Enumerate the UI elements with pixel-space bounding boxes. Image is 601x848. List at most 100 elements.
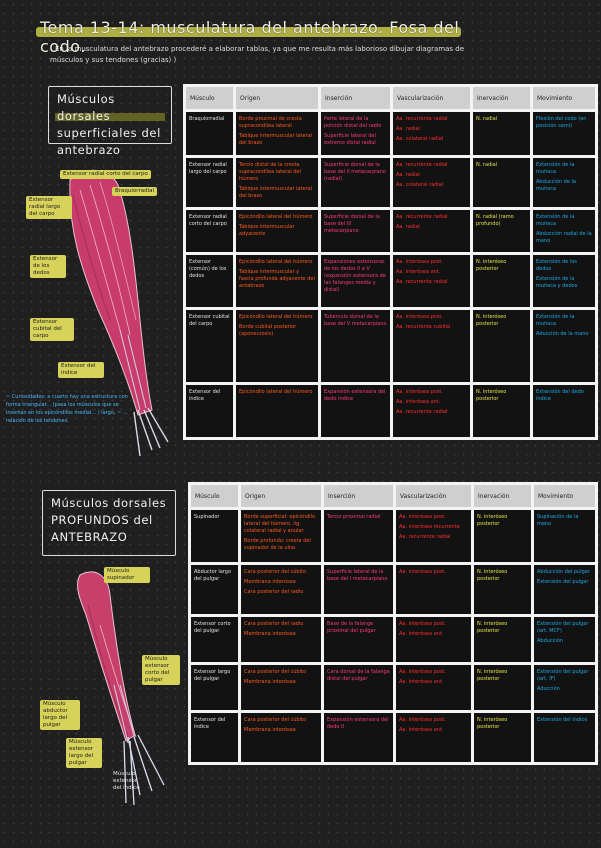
cell-line: Aa. colateral radial	[396, 136, 444, 142]
label-braquiorradial: Braquiorradial	[112, 187, 157, 196]
cell-line: Cara posterior del cúbito	[244, 569, 307, 575]
cell-line: Tubérculo dorsal de la base del V metaca…	[324, 314, 387, 327]
label-extensor-ulnar: Extensor cubital del carpo	[30, 318, 74, 341]
innervation-cell: N. interóseo posterior	[471, 710, 534, 765]
origin-cell: Cara posterior del cúbito Membrana interó…	[238, 662, 324, 713]
cell-line: Borde cubital posterior (aponeurosis)	[239, 324, 297, 337]
table-header-row: Músculo Origen Inserción Vascularización…	[188, 482, 598, 510]
cell-line: Supinación de la mano	[537, 514, 579, 527]
cell-line: N. interóseo posterior	[477, 621, 508, 634]
cell-line: Cara posterior del radio	[244, 589, 304, 595]
header-musculo: Músculo	[188, 482, 241, 510]
origin-cell: Borde proximal de cresta supracondílea l…	[233, 109, 321, 158]
cell-line: Expansión extensora del dedo II	[327, 717, 389, 730]
muscle-name-cell: Extensor radial largo del carpo	[183, 155, 236, 210]
insertion-cell: Expansión extensora del dedo índice	[318, 382, 393, 440]
label-extensor-indice: Extensor del índice	[58, 362, 104, 378]
origin-cell: Epicóndilo lateral del húmero Tabique int…	[233, 252, 321, 310]
innervation-cell: N. interóseo posterior	[470, 382, 533, 440]
cell-line: Aa. recurrente cubital	[396, 324, 451, 330]
insertion-cell: Superficie dorsal de la base del III met…	[318, 207, 393, 255]
muscle-name-cell: Extensor del índice	[183, 382, 236, 440]
origin-cell: Cara posterior del cúbito Membrana interó…	[238, 710, 324, 765]
muscle-name-cell: Extensor radial corto del carpo	[183, 207, 236, 255]
cell-line: Epicóndilo lateral del húmero	[239, 259, 313, 265]
origin-cell: Tercio distal de la cresta supracondílea…	[233, 155, 321, 210]
insertion-cell: Superficie dorsal de la base del II meta…	[318, 155, 393, 210]
innervation-cell: N. interóseo posterior	[471, 662, 534, 713]
cell-line: Aa. radial	[396, 224, 420, 230]
cell-line: Epicóndilo lateral del húmero	[239, 389, 313, 395]
cell-line: Aa. colateral radial	[396, 182, 444, 188]
insertion-cell: Tubérculo dorsal de la base del V metaca…	[318, 307, 393, 385]
cell-line: Aa. interósea post.	[396, 389, 443, 395]
cell-line: Extensión de la muñeca	[536, 162, 575, 175]
table-row: Extensor cubital del carpo Epicóndilo lat…	[183, 307, 598, 385]
cell-line: Abducción de la muñeca	[536, 179, 576, 192]
origin-cell: Epicóndilo lateral del húmero Tabique int…	[233, 207, 321, 255]
cell-line: N. radial	[476, 116, 498, 122]
superficial-muscles-table: Músculo Origen Inserción Vascularización…	[183, 84, 598, 440]
cell-line: Borde profundo: cresta del supinador de …	[244, 538, 311, 551]
table-row: Extensor radial corto del carpo Epicóndil…	[183, 207, 598, 255]
cell-line: Superficie lateral de la base del I meta…	[327, 569, 388, 582]
cell-line: Aa. interósea post.	[399, 569, 446, 575]
origin-cell: Epicóndilo lateral del húmero	[233, 382, 321, 440]
cell-line: N. interóseo posterior	[476, 314, 507, 327]
header-origen: Origen	[238, 482, 324, 510]
cell-line: Flexión del codo (en posición semi)	[536, 116, 587, 129]
cell-line: Cara dorsal de la falange distal del pul…	[327, 669, 390, 682]
cell-line: Base de la falange proximal del pulgar	[327, 621, 376, 634]
cell-line: N. interóseo posterior	[477, 514, 508, 527]
cell-line: Extensión del pulgar	[537, 579, 589, 585]
vascularization-cell: Aa. interósea post. Aa. interósea ant.	[393, 710, 474, 765]
cell-line: N. interóseo posterior	[477, 717, 508, 730]
insertion-cell: Expansión extensora del dedo II	[321, 710, 396, 765]
table-row: Extensor (común) de los dedos Epicóndilo …	[183, 252, 598, 310]
header-inervacion: Inervación	[470, 84, 533, 112]
deep-muscles-illustration	[77, 571, 165, 806]
section2-heading: Músculos dorsales PROFUNDOS del ANTEBRAZ…	[42, 490, 176, 556]
movement-cell: Extensión de los dedos Extensión de la mu…	[530, 252, 598, 310]
cell-line: Aa. recurrente radial	[396, 279, 448, 285]
curiosidades-note: ~ Curiosidades: a cuarto hay una estruct…	[6, 394, 128, 424]
table-row: Extensor del índice Epicóndilo lateral de…	[183, 382, 598, 440]
vascularization-cell: Aa. interósea post.	[393, 562, 474, 617]
table-row: Extensor del índice Cara posterior del cú…	[188, 710, 598, 765]
cell-line: Abducción	[537, 638, 564, 644]
cell-line: Aa. recurrente radial	[399, 534, 451, 540]
table-row: Extensor largo del pulgar Cara posterior …	[188, 662, 598, 713]
vascularization-cell: Aa. interósea post. Aa. recurrente cubita…	[390, 307, 473, 385]
cell-line: Parte lateral de la porción distal del r…	[324, 116, 382, 129]
cell-line: Abducción del pulgar	[537, 569, 590, 575]
cell-line: Aa. interósea ant.	[396, 399, 441, 405]
table-row: Extensor radial largo del carpo Tercio di…	[183, 155, 598, 210]
movement-cell: Extensión de la muñeca Abducción de la mu…	[530, 155, 598, 210]
label-extensor-indice-2: Músculo extensor del índice	[113, 771, 140, 791]
cell-line: Aa. recurrente radial	[396, 214, 448, 220]
header-vascularizacion: Vascularización	[393, 482, 474, 510]
movement-cell: Abducción del pulgar Extensión del pulgar	[531, 562, 598, 617]
origin-cell: Cara posterior del cúbito Membrana interó…	[238, 562, 324, 617]
cell-line: Extensión del pulgar (art. IF)	[537, 669, 589, 682]
cell-line: Extensión del dedo índice	[536, 389, 584, 402]
table-row: Abductor largo del pulgar Cara posterior …	[188, 562, 598, 617]
innervation-cell: N. interóseo posterior	[471, 614, 534, 665]
label-abductor-largo: Músculo abductor largo del pulgar	[40, 700, 80, 730]
cell-line: Borde proximal de cresta supracondílea l…	[239, 116, 302, 129]
insertion-cell: Parte lateral de la porción distal del r…	[318, 109, 393, 158]
muscle-name-cell: Extensor del índice	[188, 710, 241, 765]
cell-line: Membrana interósea	[244, 631, 296, 637]
cell-line: Tercio distal de la cresta supracondílea…	[239, 162, 301, 182]
cell-line: Epicóndilo lateral del húmero	[239, 314, 313, 320]
label-extensor-radial-corto: Extensor radial corto del carpo	[60, 170, 151, 179]
cell-line: Aa. interósea post.	[399, 717, 446, 723]
cell-line: Tabique intermuscular adyacente	[239, 224, 295, 237]
origin-cell: Cara posterior del radio Membrana interós…	[238, 614, 324, 665]
cell-line: Expansiones extensoras de los dedos II a…	[324, 259, 386, 293]
cell-line: Epicóndilo lateral del húmero	[239, 214, 313, 220]
innervation-cell: N. interóseo posterior	[470, 307, 533, 385]
cell-line: Aa. radial	[396, 126, 420, 132]
label-extensor-corto-pulgar: Músculo extensor corto del pulgar	[142, 655, 180, 685]
deep-muscles-table: Músculo Origen Inserción Vascularización…	[188, 482, 598, 765]
